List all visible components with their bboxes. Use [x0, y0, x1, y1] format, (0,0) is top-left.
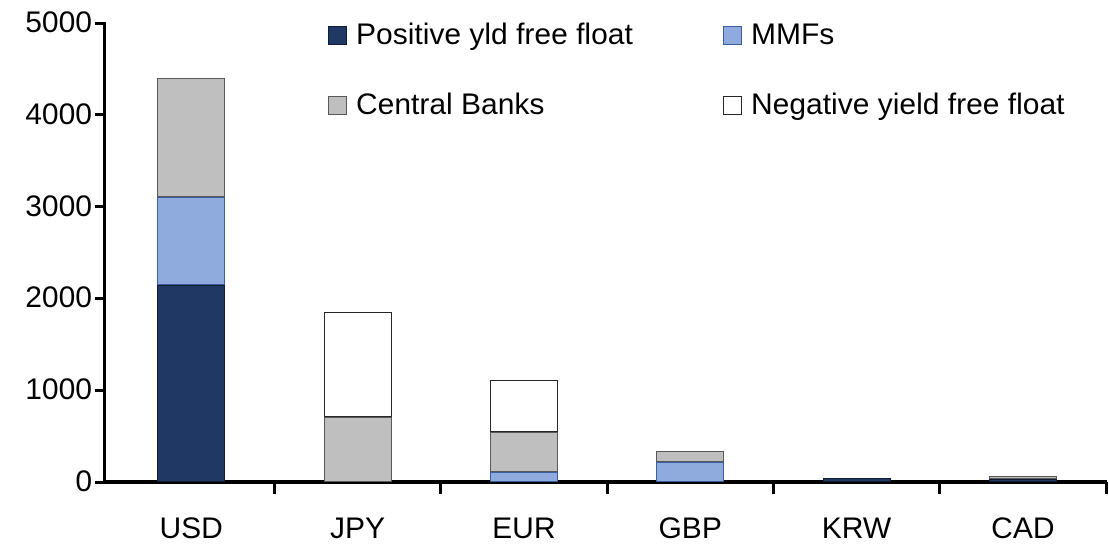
y-axis-tick	[95, 21, 106, 25]
x-category-label-usd: USD	[159, 512, 223, 545]
bar-segment-usd-central-banks	[157, 78, 226, 197]
bar-segment-krw-positive-yld-free-float	[822, 477, 891, 482]
x-axis-tick	[272, 482, 276, 494]
legend-item-positive-yld-free-float: Positive yld free float	[328, 17, 633, 53]
x-axis-line	[103, 480, 1107, 484]
y-tick-label: 3000	[25, 189, 92, 223]
legend-item-mmfs: MMFs	[723, 17, 834, 53]
legend-swatch-central-banks	[328, 95, 347, 115]
legend-swatch-negative-yield-free-float	[723, 95, 742, 115]
x-axis-tick	[938, 482, 942, 494]
bar-segment-gbp-central-banks	[656, 451, 725, 462]
bar-segment-cad-central-banks	[988, 476, 1057, 480]
bar-segment-gbp-mmfs	[656, 461, 725, 482]
x-axis-tick	[1104, 482, 1108, 494]
bar-segment-jpy-central-banks	[323, 417, 392, 482]
x-category-label-eur: EUR	[492, 512, 556, 545]
x-category-label-gbp: GBP	[658, 512, 722, 545]
y-axis-tick	[95, 480, 106, 484]
bar-segment-jpy-negative-yield-free-float	[323, 312, 392, 418]
x-category-label-jpy: JPY	[329, 512, 386, 545]
y-tick-label: 2000	[25, 281, 92, 315]
legend-label: Positive yld free float	[356, 18, 633, 51]
legend-label: Central Banks	[356, 88, 545, 121]
y-axis-line	[103, 23, 106, 482]
y-tick-label: 0	[75, 465, 92, 498]
bar-segment-eur-mmfs	[489, 471, 558, 482]
y-axis-tick	[95, 205, 106, 209]
y-axis-tick	[95, 296, 106, 300]
bar-segment-cad-positive-yld-free-float	[988, 479, 1057, 482]
bar-segment-usd-positive-yld-free-float	[157, 284, 226, 482]
legend-item-central-banks: Central Banks	[328, 87, 544, 123]
bar-segment-eur-central-banks	[489, 432, 558, 472]
x-axis-tick	[439, 482, 443, 494]
x-axis-tick	[771, 482, 775, 494]
legend-label: Negative yield free float	[751, 88, 1065, 121]
x-category-label-cad: CAD	[991, 512, 1055, 545]
y-tick-label: 4000	[25, 97, 92, 131]
legend-label: MMFs	[751, 18, 835, 51]
legend-item-negative-yield-free-float: Negative yield free float	[723, 87, 1065, 123]
legend-swatch-positive-yld-free-float	[328, 25, 347, 45]
y-axis-tick	[95, 388, 106, 392]
y-axis-tick	[95, 113, 106, 117]
y-tick-label: 5000	[25, 6, 92, 39]
y-tick-label: 1000	[25, 373, 92, 407]
bar-segment-eur-negative-yield-free-float	[489, 379, 558, 433]
x-category-label-krw: KRW	[821, 512, 892, 545]
bar-segment-usd-mmfs	[157, 196, 226, 285]
legend-swatch-mmfs	[723, 25, 742, 45]
x-axis-tick	[605, 482, 609, 494]
